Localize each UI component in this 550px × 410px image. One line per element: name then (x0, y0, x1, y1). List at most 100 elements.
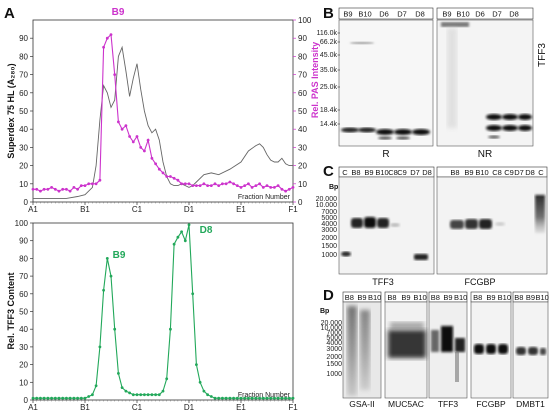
chart-bottom-frame (32, 222, 294, 401)
bot-xtick-label-D1: D1 (184, 403, 195, 410)
bot-ytick-label-20: 20 (19, 361, 28, 370)
top-point (228, 180, 232, 184)
top-point (35, 187, 39, 191)
lane-d-1-B9: B9 (401, 293, 410, 302)
bot-xtick-label-E1: E1 (236, 403, 246, 410)
lane-b-r-B10: B10 (358, 10, 371, 19)
bot-point (250, 396, 254, 400)
top-point (258, 182, 261, 186)
bot-point (31, 396, 35, 400)
label-d-gsa-ii: GSA-II (349, 399, 375, 409)
panel-label-b: B (323, 5, 334, 22)
lane-d-3-B8: B8 (473, 293, 482, 302)
top-point (157, 167, 161, 171)
marker-c-1: 10.000 (316, 202, 338, 209)
bot-point (124, 389, 128, 393)
top-point (94, 182, 98, 186)
lane-c-left-C9: C9 (397, 168, 407, 177)
lane-c-left-D8: D8 (422, 168, 432, 177)
top-point (46, 187, 50, 191)
bot-point (213, 396, 217, 400)
top-point (42, 187, 46, 191)
blot-b-reduced (338, 19, 434, 147)
top-point (269, 186, 273, 189)
top-point (191, 184, 195, 188)
bot-point (239, 396, 243, 400)
marker-c-7: 1500 (321, 243, 337, 250)
lane-c-right-B10: B10 (475, 168, 488, 177)
bot-point (46, 396, 50, 400)
top-ytick-label-40: 40 (19, 125, 28, 134)
bot-point (139, 393, 143, 397)
bot-point (50, 396, 53, 400)
bot-point (183, 239, 187, 243)
top-point (113, 73, 117, 76)
top-y2tick-label-100: 100 (298, 16, 312, 25)
top-point (224, 182, 228, 186)
lane-c-left-C8: C8 (388, 168, 398, 177)
panel-label-c: C (323, 163, 334, 180)
annotation-b9-bottom: B9 (113, 250, 126, 261)
top-point (265, 184, 269, 188)
marker-b-3: 35.0k (320, 67, 338, 74)
bot-ytick-label-30: 30 (19, 343, 28, 352)
bot-point (291, 396, 295, 400)
label-fcgbp-c: FCGBP (464, 277, 495, 287)
y-axis-label-top: Superdex 75 HL (A₂₈₀) (6, 63, 16, 158)
label-r: R (382, 149, 389, 160)
top-point (50, 186, 53, 189)
bot-point (209, 395, 213, 398)
panel-a: A 0 10 20 30 40 50 60 70 80 90 0 10 20 30 40 50 60 70 80 9… (4, 5, 320, 410)
top-point (39, 189, 42, 193)
top-point (243, 184, 247, 188)
y-axis-label-bottom: Rel. TFF3 Content (6, 273, 16, 350)
top-y2tick-label-60: 60 (298, 89, 307, 98)
bot-point (224, 396, 228, 400)
top-ytick-label-20: 20 (19, 162, 28, 171)
top-xtick-label-F1: F1 (288, 205, 298, 214)
top-point (91, 182, 94, 186)
marker-c-8: 1000 (321, 252, 337, 259)
top-point (61, 187, 65, 191)
marker-b-1: 66.2k (320, 39, 338, 46)
bot-point (187, 223, 191, 227)
top-point (276, 184, 280, 188)
top-point (124, 124, 128, 127)
annotation-b9-top: B9 (112, 7, 125, 18)
top-y2tick-label-70: 70 (298, 71, 307, 80)
bot-point (143, 393, 146, 397)
bot-point (98, 345, 102, 349)
lane-b-nr-D7: D7 (492, 10, 502, 19)
top-ytick-label-70: 70 (19, 71, 28, 80)
top-y2tick-label-10: 10 (298, 180, 307, 189)
bot-point (35, 396, 39, 400)
top-point (198, 184, 202, 188)
top-point (109, 33, 113, 36)
bot-point (72, 396, 76, 400)
top-point (169, 175, 172, 178)
top-series-0 (33, 45, 293, 199)
top-y2tick-label-0: 0 (298, 198, 303, 207)
top-point (154, 162, 158, 166)
top-ytick-label-10: 10 (19, 180, 28, 189)
x-axis-label-top: Fraction Number (238, 194, 291, 201)
bot-point (198, 380, 202, 384)
marker-d-0: 20.000 (321, 320, 343, 327)
bot-point (131, 393, 135, 397)
chart-bottom: 0 10 20 30 40 50 60 70 80 90 100 A1 B1 C1 D1 E1 F1 B9 D… (6, 219, 298, 410)
marker-d-1: 10.000 (321, 325, 343, 332)
panel-b: B B9 B10 D6 D7 D8 B9 B10 D6 D7 D8 116.0k 66.2k 45.… (317, 5, 549, 160)
bot-ytick-label-60: 60 (19, 290, 28, 299)
bot-point (83, 396, 87, 400)
top-xtick-label-E1: E1 (236, 205, 246, 214)
top-ytick-label-60: 60 (19, 89, 28, 98)
y2-axis-label-top: Rel. PAS Intensity (310, 42, 320, 118)
top-point (98, 178, 102, 182)
bot-xtick-label-B1: B1 (80, 403, 90, 410)
top-point (117, 120, 120, 124)
annotation-d8-bottom: D8 (200, 225, 213, 236)
lane-b-r-D6: D6 (379, 10, 389, 19)
bot-xtick-label-A1: A1 (28, 403, 38, 410)
bot-point (273, 396, 276, 400)
top-point (150, 156, 154, 160)
